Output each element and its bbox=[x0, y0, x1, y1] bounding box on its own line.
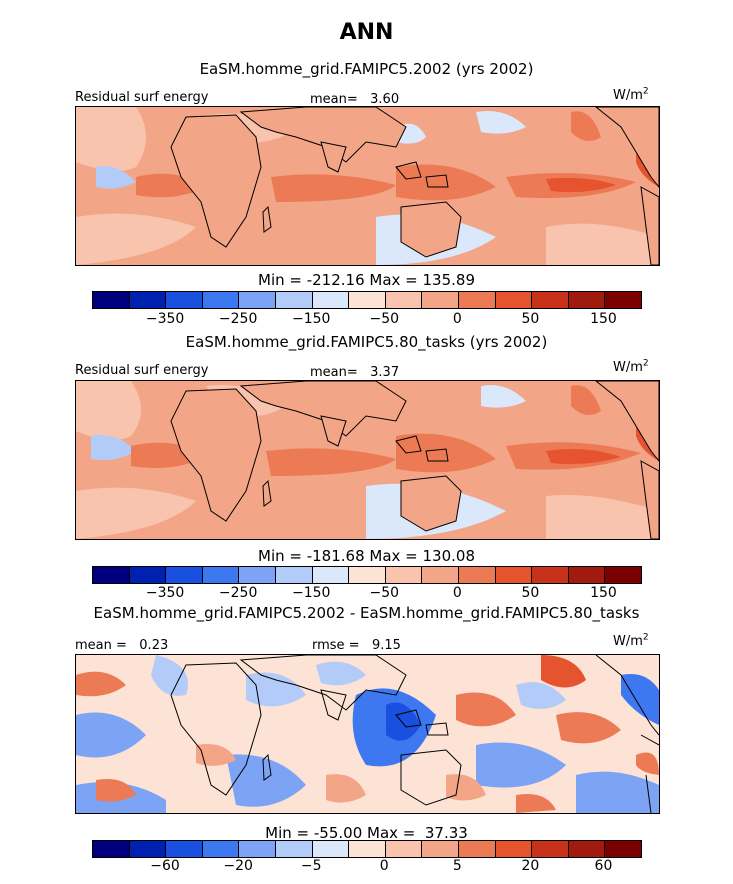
colorbar-segment bbox=[93, 567, 130, 583]
colorbar-segment bbox=[129, 841, 167, 857]
colorbar-segment bbox=[202, 841, 240, 857]
colorbar-segment bbox=[422, 841, 459, 857]
colorbar-tick-label: 50 bbox=[521, 585, 540, 601]
panel-2-minmax: Min = -181.68 Max = 130.08 bbox=[258, 547, 475, 565]
colorbar-tick-label: −5 bbox=[300, 858, 322, 874]
panel-1-map-field bbox=[76, 107, 659, 265]
colorbar-segment bbox=[495, 292, 533, 308]
colorbar-segment bbox=[202, 292, 240, 308]
colorbar-segment bbox=[239, 292, 276, 308]
colorbar-segment bbox=[312, 841, 350, 857]
colorbar-segment bbox=[166, 841, 203, 857]
colorbar-segment bbox=[275, 292, 313, 308]
colorbar-segment bbox=[568, 292, 606, 308]
panel-1-mean-label: mean= 3.60 bbox=[310, 92, 400, 107]
panel-1-title: EaSM.homme_grid.FAMIPC5.2002 (yrs 2002) bbox=[199, 60, 534, 78]
colorbar-tick-label: 0 bbox=[452, 585, 462, 601]
panel-2-map-field bbox=[76, 381, 659, 539]
colorbar-segment bbox=[568, 841, 606, 857]
colorbar-segment bbox=[239, 841, 276, 857]
colorbar-segment bbox=[422, 567, 459, 583]
colorbar-tick-label: −250 bbox=[218, 311, 258, 327]
colorbar-segment bbox=[495, 841, 533, 857]
colorbar-tick-label: 50 bbox=[521, 311, 540, 327]
colorbar-segment bbox=[312, 567, 350, 583]
colorbar-tick-label: −150 bbox=[291, 585, 331, 601]
colorbar-tick-label: −50 bbox=[369, 585, 400, 601]
panel-2-mean-label: mean= 3.37 bbox=[310, 365, 400, 380]
colorbar-tick-label: −150 bbox=[291, 311, 331, 327]
colorbar-tick-label: −350 bbox=[145, 311, 185, 327]
colorbar-tick-label: 150 bbox=[590, 585, 617, 601]
panel-3-colorbar bbox=[92, 840, 642, 858]
colorbar-tick-label: −50 bbox=[369, 311, 400, 327]
colorbar-segment bbox=[385, 841, 423, 857]
colorbar-segment bbox=[166, 292, 203, 308]
panel-2-colorbar-ticks: −350 −250 −150 −50 0 50 150 bbox=[92, 585, 640, 603]
colorbar-segment bbox=[129, 292, 167, 308]
colorbar-segment bbox=[385, 567, 423, 583]
colorbar-segment bbox=[605, 567, 641, 583]
colorbar-tick-label: −60 bbox=[150, 858, 180, 874]
panel-1-unit-label: W/m2 bbox=[613, 86, 649, 103]
colorbar-segment bbox=[495, 567, 533, 583]
colorbar-segment bbox=[458, 841, 496, 857]
colorbar-tick-label: 0 bbox=[452, 311, 462, 327]
colorbar-segment bbox=[202, 567, 240, 583]
panel-3-title: EaSM.homme_grid.FAMIPC5.2002 - EaSM.homm… bbox=[93, 604, 640, 622]
colorbar-segment bbox=[166, 567, 203, 583]
colorbar-tick-label: −350 bbox=[145, 585, 185, 601]
colorbar-tick-label: 20 bbox=[521, 858, 540, 874]
colorbar-tick-label: 5 bbox=[452, 858, 462, 874]
panel-3-map bbox=[75, 654, 660, 814]
main-title: ANN bbox=[339, 20, 394, 45]
colorbar-segment bbox=[532, 841, 569, 857]
panel-1-minmax: Min = -212.16 Max = 135.89 bbox=[258, 271, 475, 289]
colorbar-tick-label: 0 bbox=[379, 858, 389, 874]
panel-1-colorbar-ticks: −350 −250 −150 −50 0 50 150 bbox=[92, 311, 640, 329]
panel-2-map bbox=[75, 380, 660, 540]
colorbar-segment bbox=[385, 292, 423, 308]
panel-3-colorbar-ticks: −60 −20 −5 0 5 20 60 bbox=[92, 858, 640, 876]
panel-3-minmax: Min = -55.00 Max = 37.33 bbox=[265, 824, 468, 842]
colorbar-segment bbox=[93, 841, 130, 857]
colorbar-segment bbox=[605, 841, 641, 857]
panel-3-map-field bbox=[76, 655, 659, 813]
panel-2-variable-label: Residual surf energy bbox=[75, 363, 209, 378]
panel-1-colorbar bbox=[92, 291, 642, 309]
colorbar-segment bbox=[275, 841, 313, 857]
panel-1-variable-label: Residual surf energy bbox=[75, 90, 209, 105]
colorbar-tick-label: 60 bbox=[594, 858, 613, 874]
colorbar-segment bbox=[422, 292, 459, 308]
colorbar-tick-label: −250 bbox=[218, 585, 258, 601]
panel-2-colorbar bbox=[92, 566, 642, 584]
colorbar-segment bbox=[568, 567, 606, 583]
panel-3-rmse-label: rmse = 9.15 bbox=[312, 638, 401, 653]
colorbar-tick-label: −20 bbox=[223, 858, 253, 874]
panel-3-unit-label: W/m2 bbox=[613, 632, 649, 649]
colorbar-segment bbox=[129, 567, 167, 583]
colorbar-segment bbox=[239, 567, 276, 583]
panel-2-title: EaSM.homme_grid.FAMIPC5.80_tasks (yrs 20… bbox=[185, 333, 548, 351]
panel-3-mean-label: mean = 0.23 bbox=[75, 638, 169, 653]
colorbar-segment bbox=[458, 292, 496, 308]
panel-2-unit-label: W/m2 bbox=[613, 358, 649, 375]
colorbar-segment bbox=[349, 841, 386, 857]
colorbar-tick-label: 150 bbox=[590, 311, 617, 327]
colorbar-segment bbox=[275, 567, 313, 583]
colorbar-segment bbox=[93, 292, 130, 308]
colorbar-segment bbox=[605, 292, 641, 308]
colorbar-segment bbox=[532, 567, 569, 583]
panel-1-map bbox=[75, 106, 660, 266]
colorbar-segment bbox=[458, 567, 496, 583]
colorbar-segment bbox=[532, 292, 569, 308]
colorbar-segment bbox=[312, 292, 350, 308]
colorbar-segment bbox=[349, 567, 386, 583]
colorbar-segment bbox=[349, 292, 386, 308]
